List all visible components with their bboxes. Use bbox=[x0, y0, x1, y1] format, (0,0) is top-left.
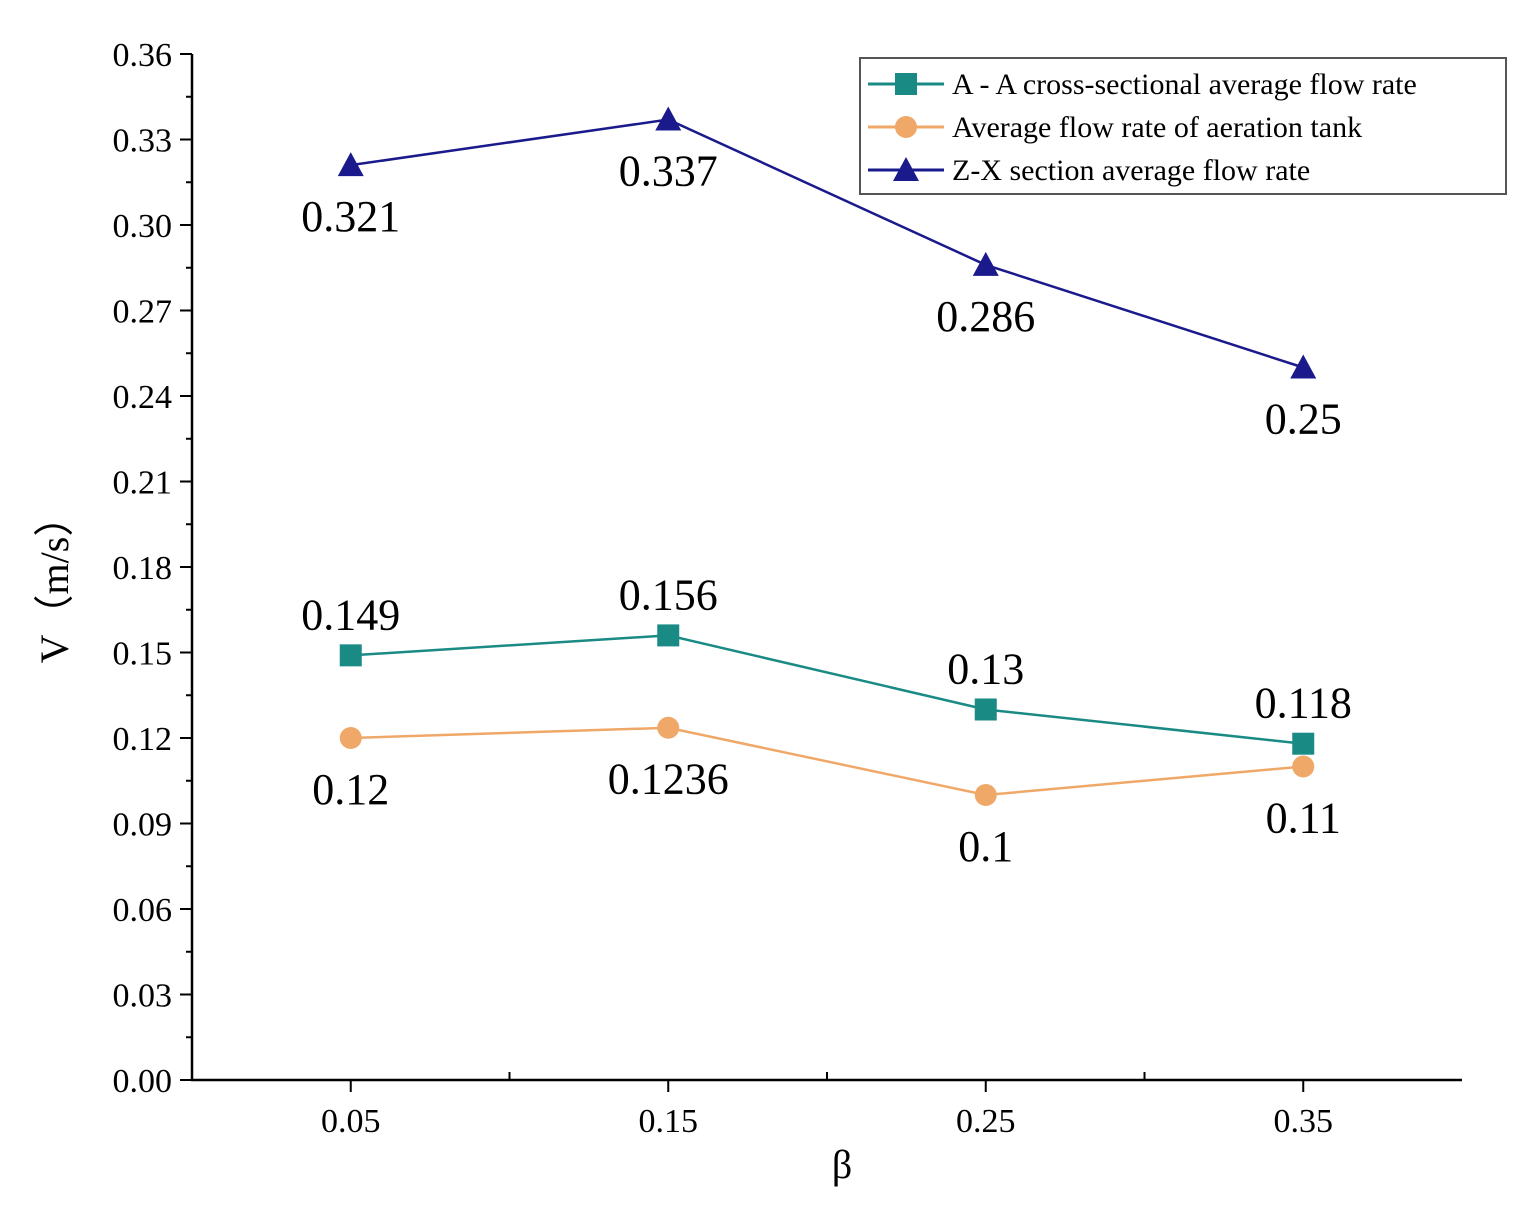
data-label: 0.12 bbox=[312, 765, 389, 814]
triangle-marker bbox=[893, 157, 919, 181]
triangle-marker bbox=[337, 152, 364, 177]
series-1 bbox=[339, 716, 1315, 806]
series-0 bbox=[339, 624, 1315, 755]
x-tick-label: 0.15 bbox=[639, 1103, 699, 1140]
data-label: 0.13 bbox=[947, 645, 1024, 694]
x-tick-label: 0.25 bbox=[956, 1103, 1016, 1140]
square-marker bbox=[1292, 732, 1315, 755]
legend-entry: Average flow rate of aeration tank bbox=[952, 111, 1362, 144]
data-label: 0.118 bbox=[1255, 679, 1352, 728]
square-marker bbox=[895, 73, 917, 95]
y-tick-label: 0.36 bbox=[113, 37, 173, 74]
y-tick-label: 0.00 bbox=[113, 1063, 173, 1100]
data-label: 0.1 bbox=[958, 822, 1013, 871]
circle-marker bbox=[1292, 755, 1315, 778]
data-label: 0.11 bbox=[1266, 794, 1341, 843]
triangle-marker bbox=[655, 106, 682, 131]
triangle-marker bbox=[1290, 354, 1317, 379]
series-line bbox=[350, 726, 1304, 797]
series-2 bbox=[337, 106, 1317, 379]
series-line bbox=[350, 634, 1304, 745]
circle-marker bbox=[895, 116, 917, 138]
circle-marker bbox=[339, 727, 362, 749]
data-label: 0.321 bbox=[301, 192, 400, 241]
y-tick-label: 0.21 bbox=[113, 465, 173, 502]
triangle-marker bbox=[972, 251, 999, 276]
y-tick-label: 0.12 bbox=[113, 721, 173, 758]
y-tick-label: 0.33 bbox=[113, 123, 173, 160]
series-line bbox=[350, 118, 1304, 369]
y-tick-label: 0.18 bbox=[113, 550, 173, 587]
series-layer bbox=[337, 106, 1317, 806]
square-marker bbox=[339, 644, 362, 667]
legend: A - A cross-sectional average flow rate A… bbox=[859, 57, 1507, 195]
y-tick-label: 0.06 bbox=[113, 892, 173, 929]
y-tick-label: 0.27 bbox=[113, 294, 173, 331]
data-label: 0.337 bbox=[619, 147, 718, 196]
legend-entry: A - A cross-sectional average flow rate bbox=[952, 68, 1417, 101]
x-axis-title: β bbox=[832, 1142, 852, 1187]
y-tick-label: 0.15 bbox=[113, 636, 173, 673]
data-label: 0.156 bbox=[619, 570, 718, 619]
data-label: 0.25 bbox=[1265, 395, 1342, 444]
circle-marker bbox=[974, 784, 997, 806]
axes: 0.00 0.03 0.06 0.09 0.12 0.15 0.18 0.21 0.24 0.27… bbox=[113, 37, 1462, 1140]
x-tick-label: 0.05 bbox=[321, 1103, 381, 1140]
data-labels: 0.149 0.156 0.13 0.118 0.12 0.1236 0.1 0.11 0.32… bbox=[301, 147, 1352, 871]
x-tick-label: 0.35 bbox=[1274, 1103, 1334, 1140]
y-tick-label: 0.03 bbox=[113, 978, 173, 1015]
y-tick-label: 0.24 bbox=[113, 379, 173, 416]
square-marker bbox=[974, 698, 997, 721]
circle-marker bbox=[657, 716, 680, 739]
y-tick-label: 0.09 bbox=[113, 807, 173, 844]
data-label: 0.286 bbox=[936, 292, 1035, 341]
y-axis-title: V（m/s） bbox=[32, 497, 77, 664]
data-label: 0.1236 bbox=[608, 755, 729, 804]
square-marker bbox=[657, 624, 680, 647]
y-tick-label: 0.30 bbox=[113, 208, 173, 245]
data-label: 0.149 bbox=[301, 590, 400, 639]
legend-box bbox=[859, 57, 1507, 195]
legend-entry: Z-X section average flow rate bbox=[952, 154, 1310, 187]
